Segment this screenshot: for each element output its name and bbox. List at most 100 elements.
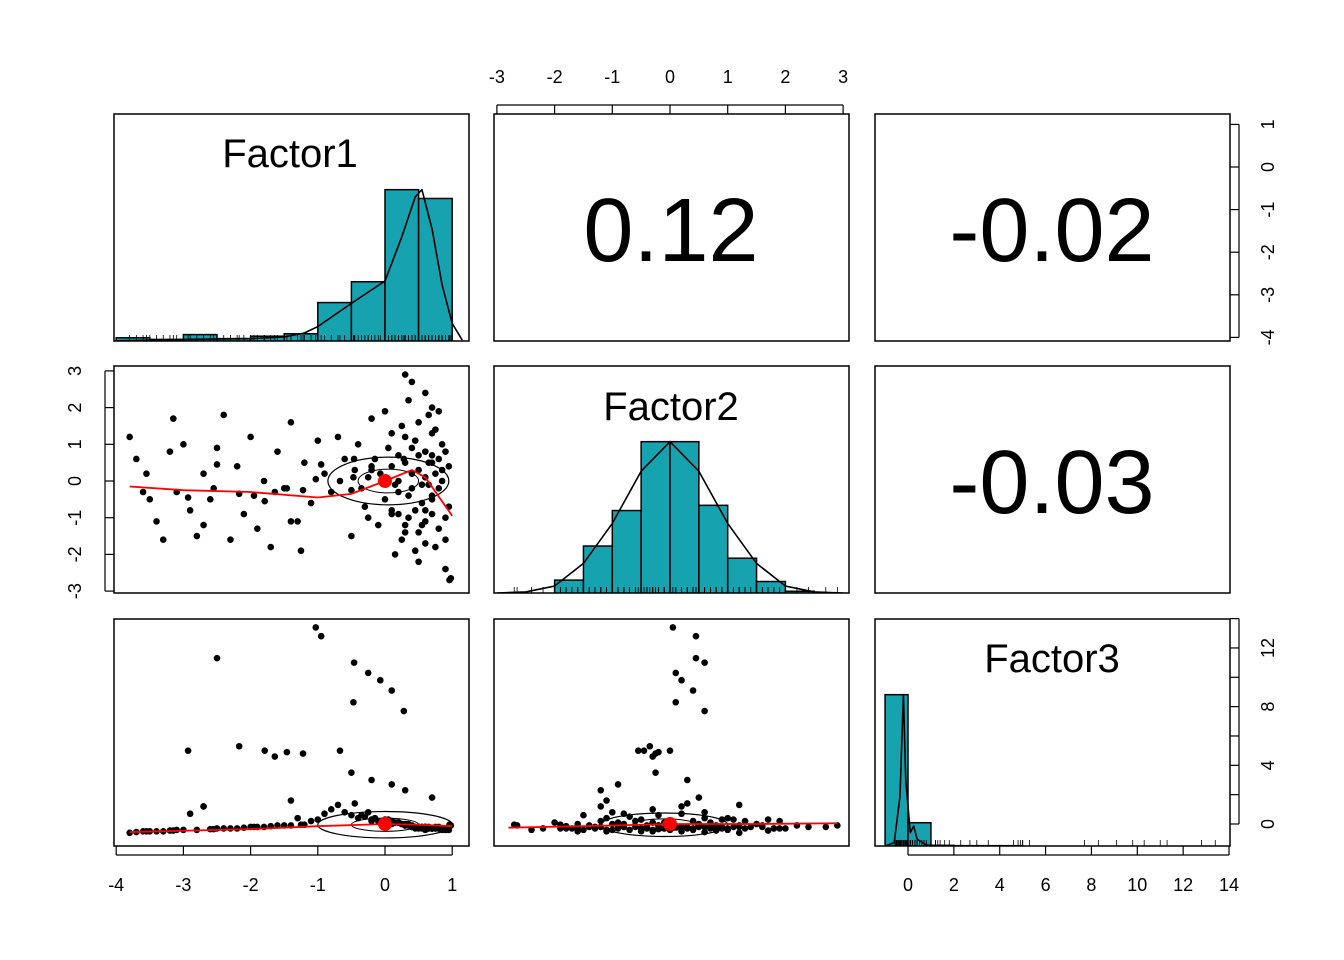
data-point [227, 825, 234, 832]
right-axis-factor1-tick-label: -4 [1258, 329, 1278, 345]
data-point [287, 797, 295, 804]
data-point [603, 814, 610, 822]
correlation-ellipse-inner [357, 468, 420, 494]
data-point [411, 507, 419, 514]
data-point [334, 433, 342, 441]
panel-frame-r1c2 [493, 113, 850, 342]
top-axis-factor2-tick-label: 2 [780, 67, 790, 87]
data-point [422, 540, 429, 547]
data-point [350, 698, 357, 706]
data-point [442, 514, 449, 521]
data-point [126, 433, 133, 441]
data-point [724, 814, 731, 822]
data-point [250, 492, 258, 499]
data-point [240, 510, 248, 518]
data-point [287, 418, 295, 426]
data-point [327, 806, 335, 813]
bottom-axis-factor1-tick-label: -4 [108, 875, 124, 895]
density-curve [884, 693, 954, 846]
data-point [730, 816, 737, 823]
data-point [442, 565, 449, 573]
data-point [418, 481, 426, 488]
histogram-bar [582, 545, 614, 593]
bottom-axis-factor1-tick-label: -1 [310, 875, 326, 895]
data-point [350, 659, 358, 666]
data-point [261, 747, 269, 754]
data-point [822, 823, 830, 831]
data-point [432, 470, 439, 477]
data-point [395, 477, 402, 485]
data-point [597, 803, 605, 810]
left-axis-factor2-tick-label: -1 [65, 510, 85, 526]
bottom-axis-factor1-tick-label: -2 [243, 875, 259, 895]
data-point [626, 826, 633, 834]
histogram-bar [384, 188, 420, 341]
data-point [432, 543, 439, 551]
data-point [652, 750, 659, 757]
data-point [283, 748, 291, 756]
left-axis-factor2-tick-label: 1 [65, 439, 85, 449]
diag-panel-factor3 [884, 693, 1216, 846]
data-point [422, 389, 429, 397]
data-point [425, 411, 432, 419]
bottom-axis-factor3-tick-label: 6 [1041, 875, 1051, 895]
data-point [701, 659, 708, 666]
bottom-axis-factor3-tick-label: 2 [949, 875, 959, 895]
data-point [701, 808, 708, 816]
right-axis-factor3-tick-label: 8 [1258, 702, 1278, 712]
top-axis-factor2-tick-label: 0 [665, 67, 675, 87]
data-point [747, 823, 755, 831]
data-point [388, 687, 396, 694]
data-point [350, 474, 357, 481]
data-point [368, 776, 375, 784]
correlation-factor1-factor2: 0.12 [583, 181, 758, 281]
data-point [227, 536, 234, 544]
data-point [652, 769, 659, 776]
data-point [312, 624, 320, 631]
bottom-axis-factor1-tick-label: 0 [380, 875, 390, 895]
top-axis-factor2-tick-label: 1 [723, 67, 733, 87]
data-point [354, 441, 362, 448]
right-axis-factor3-tick-label: 12 [1258, 638, 1278, 658]
data-point [321, 470, 328, 477]
data-point [678, 803, 685, 810]
data-point [314, 437, 322, 444]
data-point [609, 808, 616, 816]
data-point [193, 532, 201, 540]
data-point [364, 474, 372, 481]
data-point [442, 448, 449, 455]
data-point [580, 826, 587, 834]
data-point [672, 698, 680, 706]
right-axis-factor1-tick-label: 0 [1258, 162, 1278, 172]
data-point [411, 547, 419, 555]
data-point [405, 514, 412, 521]
data-point [235, 742, 243, 750]
data-point [669, 624, 677, 631]
data-point [180, 441, 187, 448]
data-point [580, 811, 587, 819]
data-point [274, 448, 281, 455]
bottom-axis-factor1-tick-label: -3 [175, 875, 191, 895]
data-point [213, 461, 221, 468]
data-point [260, 477, 268, 485]
data-point [724, 826, 731, 834]
loess-smooth-line [129, 468, 453, 517]
data-point [321, 810, 328, 818]
data-point [233, 463, 241, 470]
data-point [408, 378, 416, 386]
data-point [210, 485, 217, 492]
data-point [741, 825, 749, 832]
data-point [364, 669, 372, 677]
data-point [428, 452, 436, 459]
histogram-bar [417, 197, 453, 341]
scatter-panel-factor1-factor2 [126, 371, 455, 584]
data-point [415, 558, 422, 566]
data-point [381, 407, 389, 415]
scatter-panel-factor1-factor3 [126, 624, 455, 839]
data-point [186, 507, 194, 514]
data-point [614, 819, 622, 826]
data-point [312, 475, 320, 483]
data-point [764, 827, 772, 834]
data-point [435, 455, 443, 463]
